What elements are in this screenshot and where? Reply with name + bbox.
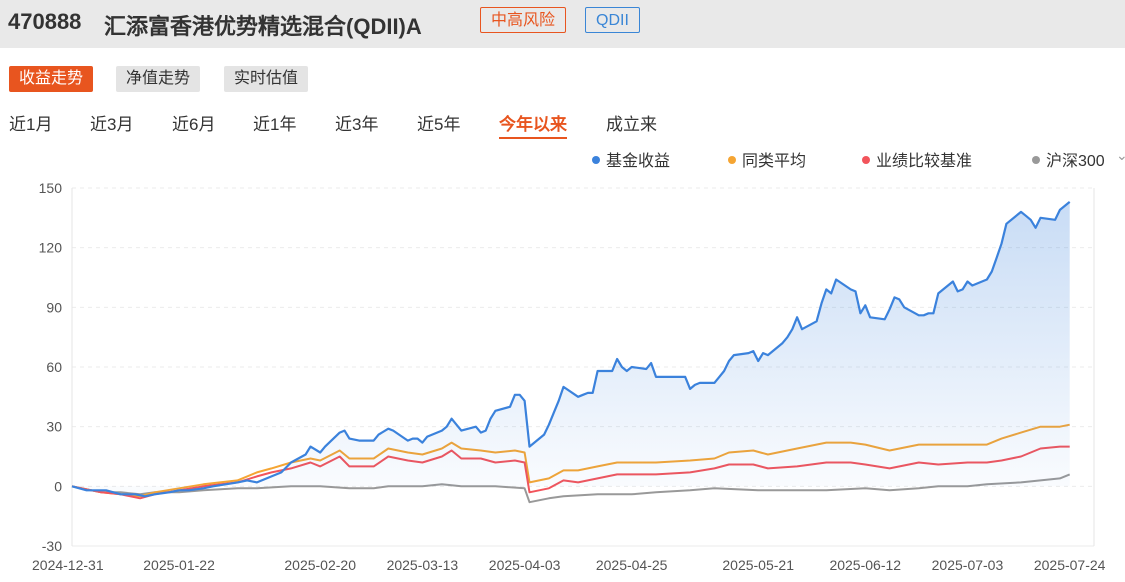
mode-tab-returns[interactable]: 收益走势	[9, 66, 94, 92]
x-tick-label: 2025-02-20	[284, 557, 356, 573]
y-tick-label: 90	[46, 299, 62, 315]
x-tick-label: 2025-06-12	[829, 557, 901, 573]
fund-header: 470888 汇添富香港优势精选混合(QDII)A 中高风险 QDII	[0, 0, 1125, 48]
series-line-fund-return	[71, 201, 1071, 498]
chevron-down-icon[interactable]: ⌄	[1116, 147, 1125, 163]
mode-tab-nav[interactable]: 净值走势	[116, 66, 201, 92]
period-tab-3y[interactable]: 近3年	[335, 115, 379, 134]
x-tick-label: 2025-04-03	[489, 557, 561, 573]
legend-item-benchmark[interactable]: 业绩比较基准	[862, 147, 972, 171]
fund-type-badge: QDII	[585, 7, 640, 33]
legend-dot-icon	[1032, 155, 1040, 164]
period-tab-5y[interactable]: 近5年	[417, 115, 461, 134]
legend-label: 基金收益	[606, 153, 671, 170]
legend-item-peer-average[interactable]: 同类平均	[728, 147, 806, 171]
fund-name: 汇添富香港优势精选混合(QDII)A	[104, 14, 422, 39]
legend-dot-icon	[592, 155, 600, 164]
series-area-fund-return	[72, 201, 1070, 497]
y-tick-label: 60	[46, 359, 62, 375]
x-tick-label: 2025-01-22	[143, 557, 215, 573]
period-tab-since-inception[interactable]: 成立来	[606, 115, 657, 134]
legend-item-fund-return[interactable]: 基金收益	[592, 147, 670, 171]
legend-item-csi300[interactable]: 沪深300	[1032, 147, 1105, 171]
mode-tab-estimate[interactable]: 实时估值	[224, 66, 309, 92]
x-tick-label: 2025-04-25	[596, 557, 668, 573]
y-tick-label: 150	[39, 180, 63, 196]
period-tab-1y[interactable]: 近1年	[253, 115, 297, 134]
legend-dot-icon	[862, 155, 870, 164]
period-tab-ytd[interactable]: 今年以来	[499, 110, 567, 139]
fund-code: 470888	[8, 9, 82, 34]
x-tick-label: 2025-05-21	[722, 557, 794, 573]
legend-label: 业绩比较基准	[876, 153, 973, 170]
risk-level-badge: 中高风险	[480, 7, 567, 33]
legend-dot-icon	[728, 155, 736, 164]
x-tick-label: 2025-03-13	[387, 557, 459, 573]
period-tab-1m[interactable]: 近1月	[9, 115, 53, 134]
y-tick-label: 0	[54, 478, 62, 494]
y-tick-label: -30	[42, 538, 62, 554]
legend-label: 同类平均	[742, 153, 807, 170]
legend-label: 沪深300	[1046, 153, 1105, 170]
series-line-csi300	[71, 473, 1071, 504]
period-tab-3m[interactable]: 近3月	[90, 115, 134, 134]
x-tick-label: 2024-12-31	[32, 557, 104, 573]
x-tick-label: 2025-07-24	[1034, 557, 1106, 573]
x-tick-label: 2025-07-03	[932, 557, 1004, 573]
returns-chart: 150 120 90 60 30 0 -30 2024-12-31 2025-01-22 2025…	[32, 180, 1106, 573]
y-tick-label: 120	[39, 240, 63, 256]
period-tab-6m[interactable]: 近6月	[172, 115, 216, 134]
y-tick-label: 30	[46, 419, 62, 435]
